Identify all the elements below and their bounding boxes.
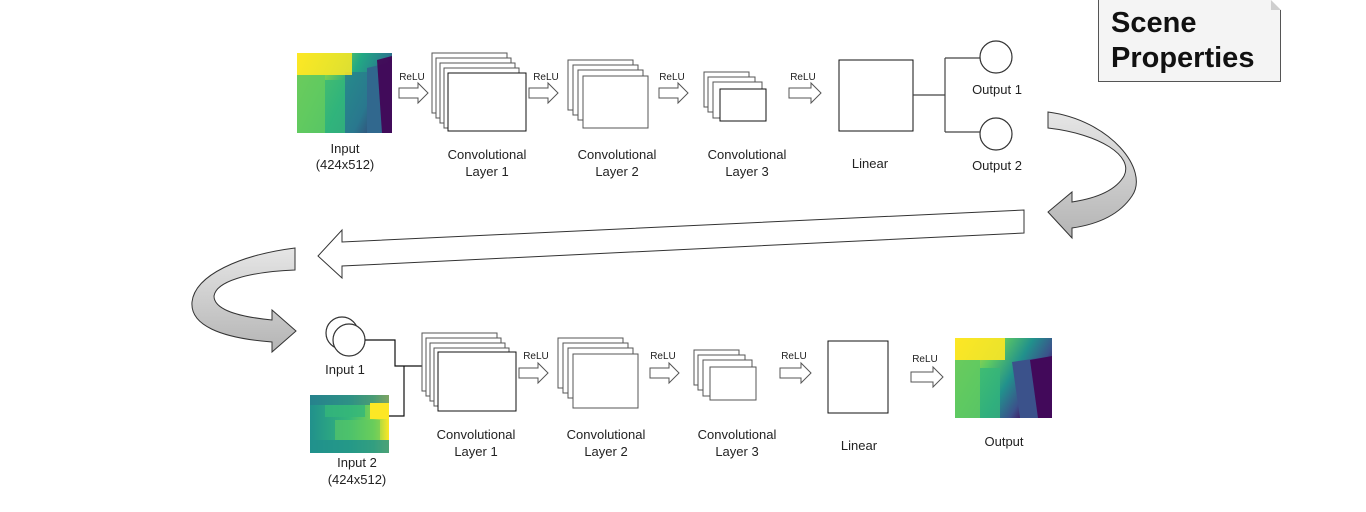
- top-relu-arrow-4: [788, 81, 822, 105]
- flow-arrow-curve-left: [191, 247, 297, 354]
- top-relu-label-1: ReLU: [399, 72, 425, 83]
- bottom-output-image: [955, 338, 1052, 418]
- top-conv1-label-2: Layer 1: [465, 164, 508, 179]
- bottom-relu-arrow-4: [910, 365, 944, 389]
- input-2-image: [310, 395, 389, 453]
- bottom-relu-arrow-2: [649, 361, 680, 385]
- scene-properties-line-2: Properties: [1111, 42, 1255, 74]
- bottom-conv-layer-1: [421, 332, 517, 412]
- top-conv2-label-2: Layer 2: [595, 164, 638, 179]
- bottom-output-label: Output: [984, 434, 1023, 449]
- bottom-conv2-label-2: Layer 2: [584, 444, 627, 459]
- flow-arrow-long-left: [317, 209, 1025, 280]
- top-relu-label-3: ReLU: [659, 72, 685, 83]
- bottom-relu-label-1: ReLU: [523, 351, 549, 362]
- input-2-size: (424x512): [328, 472, 387, 487]
- output-2-label: Output 2: [972, 158, 1022, 173]
- input-1-node: [325, 316, 366, 357]
- top-linear-layer: [838, 59, 914, 132]
- top-conv3-label-1: Convolutional: [708, 147, 787, 162]
- bottom-relu-label-3: ReLU: [781, 351, 807, 362]
- flow-arrow-curve-right: [1047, 111, 1137, 240]
- bottom-conv3-label-1: Convolutional: [698, 427, 777, 442]
- top-relu-label-2: ReLU: [533, 72, 559, 83]
- top-input-size: (424x512): [316, 157, 375, 172]
- top-relu-arrow-2: [528, 81, 559, 105]
- top-relu-arrow-1: [398, 81, 429, 105]
- output-2-node: [979, 117, 1013, 151]
- bottom-conv2-label-1: Convolutional: [567, 427, 646, 442]
- top-relu-arrow-3: [658, 81, 689, 105]
- bottom-conv1-label-1: Convolutional: [437, 427, 516, 442]
- top-input-label: Input: [331, 141, 360, 156]
- input-2-label: Input 2: [337, 455, 377, 470]
- bottom-input-connectors: [365, 339, 424, 417]
- bottom-relu-label-4: ReLU: [912, 354, 938, 365]
- bottom-relu-arrow-3: [779, 361, 812, 385]
- bottom-conv3-label-2: Layer 3: [715, 444, 758, 459]
- top-input-image: [297, 53, 392, 133]
- bottom-relu-label-2: ReLU: [650, 351, 676, 362]
- top-output-branch: [913, 57, 980, 133]
- top-conv-layer-1: [431, 52, 527, 132]
- bottom-relu-arrow-1: [518, 361, 549, 385]
- top-conv1-label-1: Convolutional: [448, 147, 527, 162]
- output-1-node: [979, 40, 1013, 74]
- input-1-label: Input 1: [325, 362, 365, 377]
- top-conv-layer-3: [703, 71, 767, 122]
- scene-properties-box: Scene Properties: [1098, 0, 1281, 82]
- output-1-label: Output 1: [972, 82, 1022, 97]
- bottom-conv-layer-3: [693, 349, 757, 401]
- top-linear-label: Linear: [852, 156, 889, 171]
- top-relu-label-4: ReLU: [790, 72, 816, 83]
- scene-properties-line-1: Scene: [1111, 7, 1197, 39]
- bottom-conv-layer-2: [557, 337, 639, 409]
- top-conv3-label-2: Layer 3: [725, 164, 768, 179]
- folded-corner: [1271, 0, 1281, 10]
- top-conv2-label-1: Convolutional: [578, 147, 657, 162]
- bottom-linear-layer: [827, 340, 889, 414]
- top-conv-layer-2: [567, 59, 649, 129]
- scene-properties-title: Scene Properties: [1111, 6, 1254, 76]
- bottom-conv1-label-2: Layer 1: [454, 444, 497, 459]
- bottom-linear-label: Linear: [841, 438, 878, 453]
